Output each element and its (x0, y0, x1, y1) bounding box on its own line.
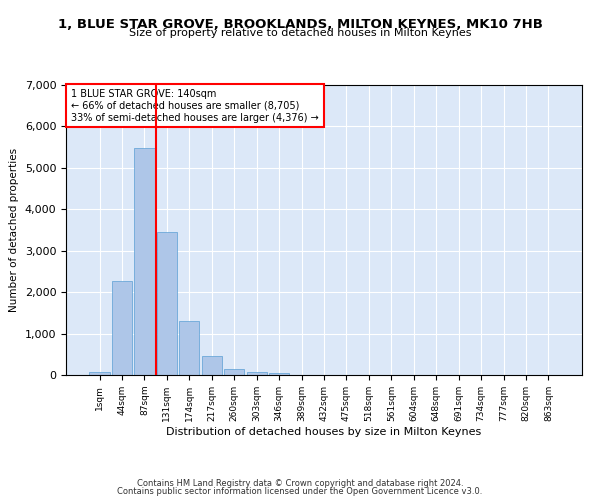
Text: Contains public sector information licensed under the Open Government Licence v3: Contains public sector information licen… (118, 487, 482, 496)
Bar (134, 148, 155, 375)
Bar (89, 372, 110, 375)
Bar (179, 320, 199, 375)
X-axis label: Distribution of detached houses by size in Milton Keynes: Distribution of detached houses by size … (166, 426, 482, 436)
Bar (157, 232, 177, 375)
Text: 1, BLUE STAR GROVE, BROOKLANDS, MILTON KEYNES, MK10 7HB: 1, BLUE STAR GROVE, BROOKLANDS, MILTON K… (58, 18, 542, 30)
Y-axis label: Number of detached properties: Number of detached properties (9, 148, 19, 312)
Bar (112, 280, 132, 375)
Bar (202, 356, 222, 375)
Bar (269, 373, 289, 375)
Text: 1 BLUE STAR GROVE: 140sqm
← 66% of detached houses are smaller (8,705)
33% of se: 1 BLUE STAR GROVE: 140sqm ← 66% of detac… (71, 90, 319, 122)
Text: Contains HM Land Registry data © Crown copyright and database right 2024.: Contains HM Land Registry data © Crown c… (137, 478, 463, 488)
Bar (224, 368, 244, 375)
Bar (247, 372, 267, 375)
Text: Size of property relative to detached houses in Milton Keynes: Size of property relative to detached ho… (129, 28, 471, 38)
